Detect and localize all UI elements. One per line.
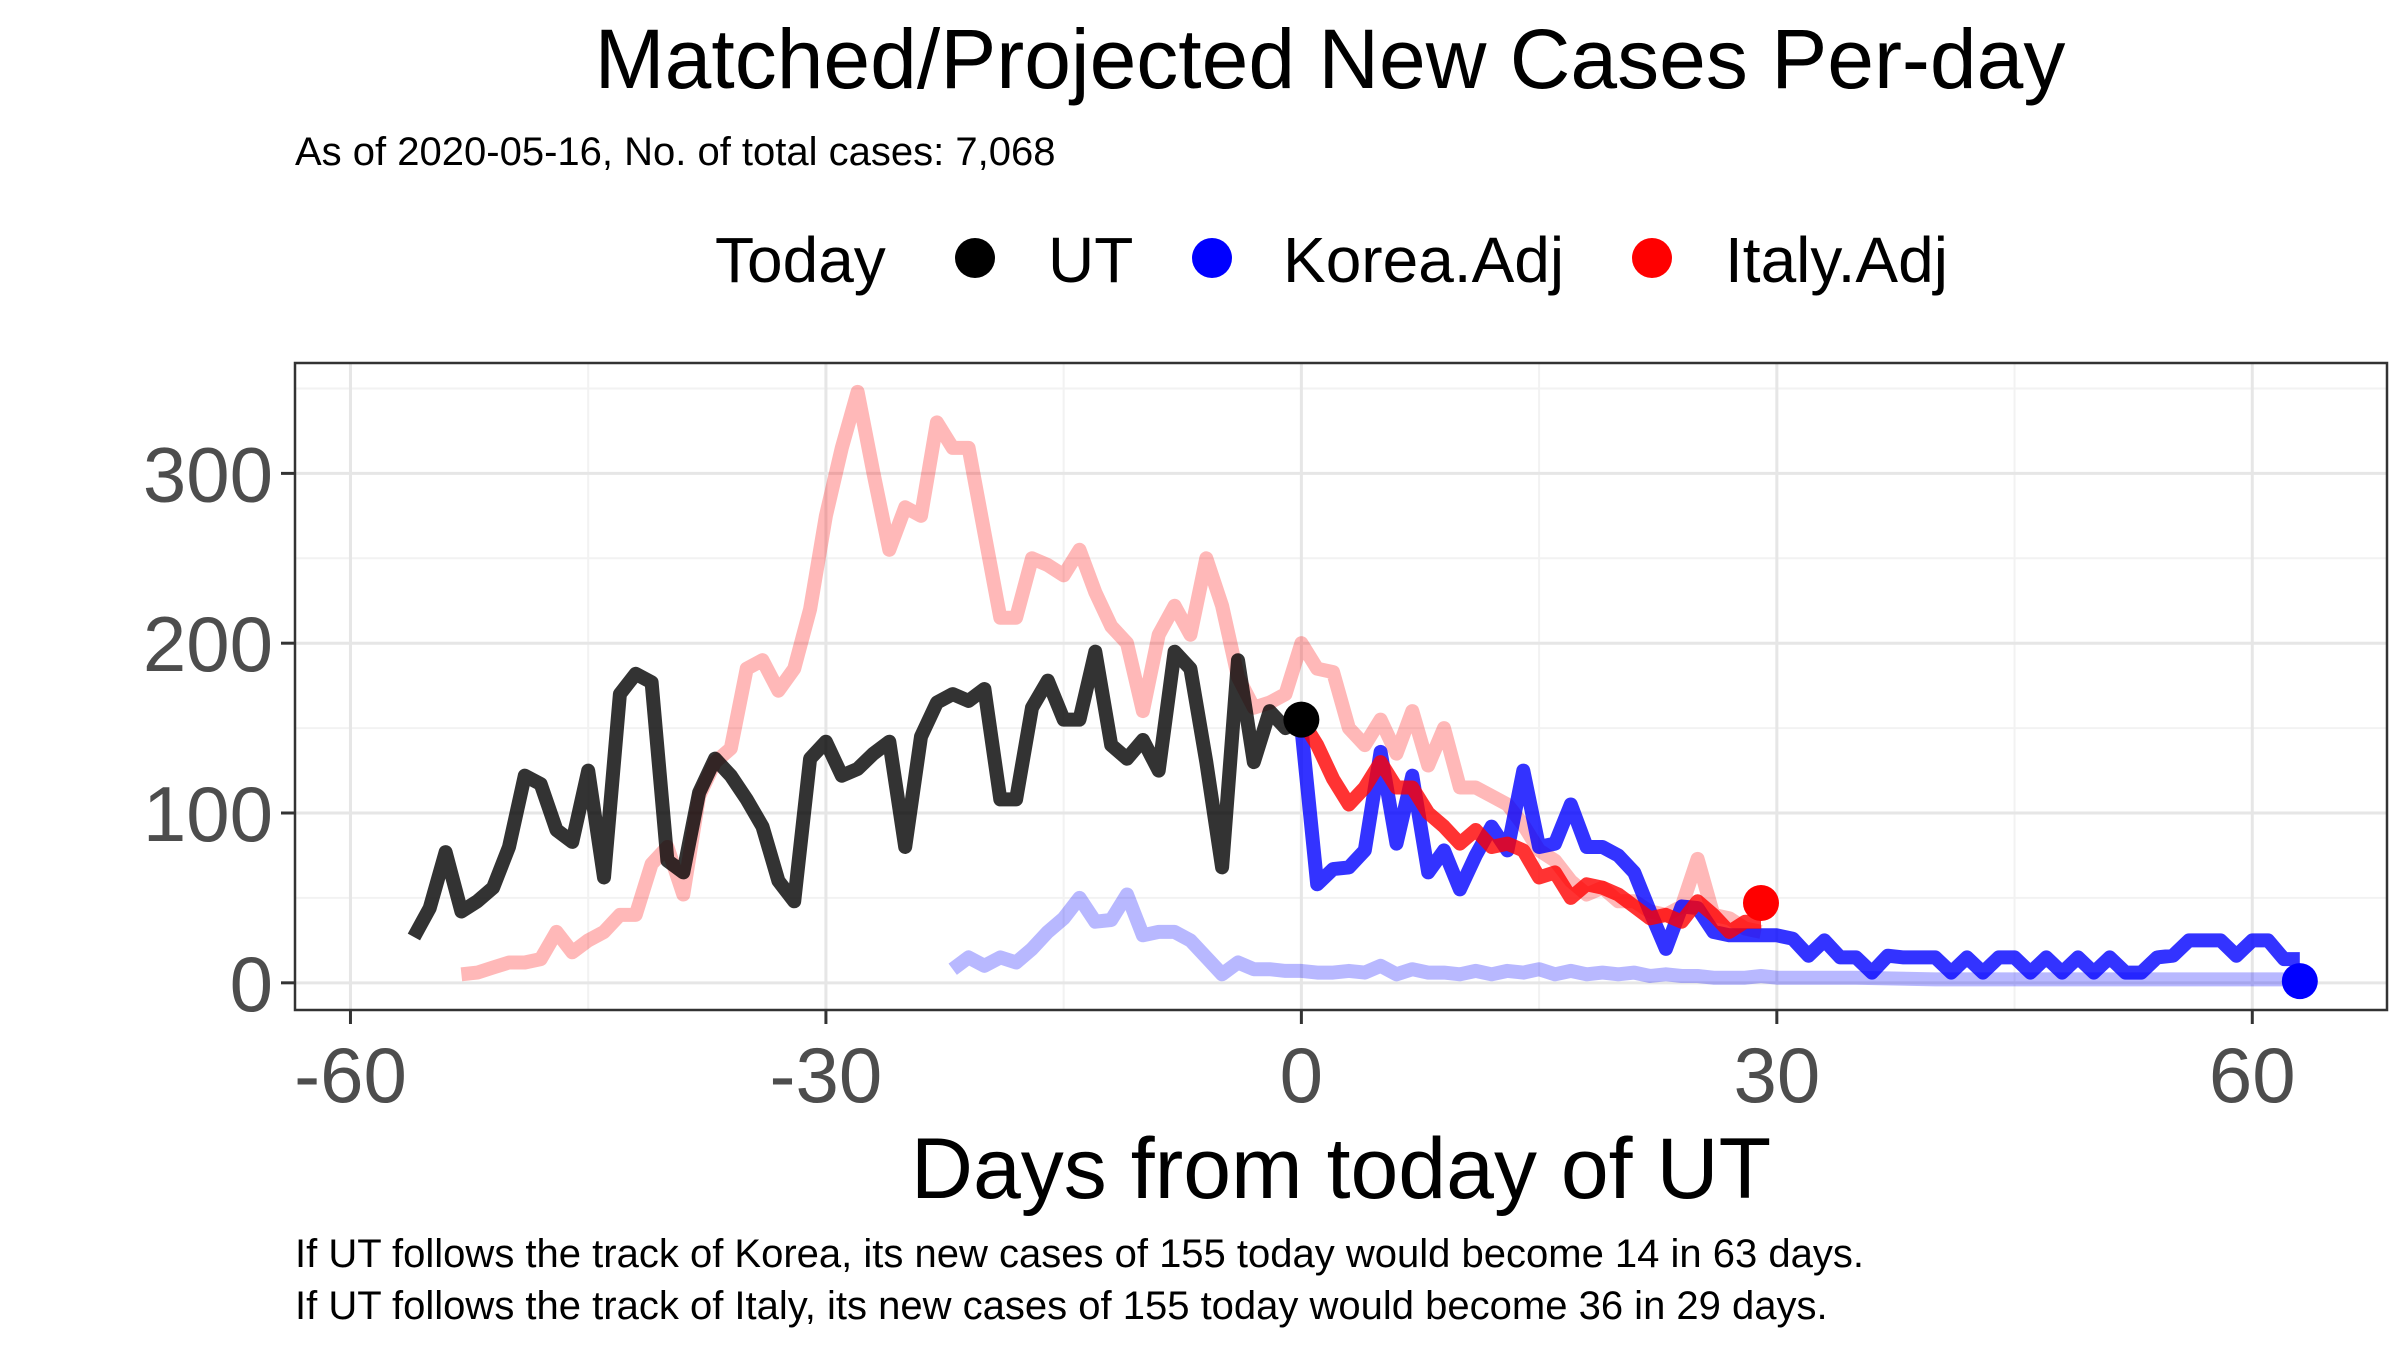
today-point-korea-adj <box>2281 963 2318 1000</box>
series-line-korea-adj-projected <box>1294 727 2300 980</box>
x-tick-label: -60 <box>294 1031 407 1119</box>
caption-italy: If UT follows the track of Italy, its ne… <box>295 1284 1828 1328</box>
caption-korea: If UT follows the track of Korea, its ne… <box>295 1232 1864 1276</box>
chart-subtitle: As of 2020-05-16, No. of total cases: 7,… <box>295 130 1055 174</box>
series-line-italy-adj-projected <box>1295 715 1761 939</box>
series-line-italy-adj-history <box>460 384 1763 982</box>
axes: -60 -30 0 30 60 0 100 200 300 <box>143 430 2296 1119</box>
today-point-italy-adj <box>1742 885 1779 922</box>
plot-panel <box>295 363 2387 1010</box>
legend-label-ut: UT <box>1048 224 1133 296</box>
series-line-ut-observed <box>407 644 1305 941</box>
y-tick-label: 100 <box>143 770 273 858</box>
today-point-ut <box>1283 701 1320 738</box>
series-layer <box>407 384 2300 987</box>
y-tick-label: 0 <box>230 940 273 1028</box>
x-axis-title: Days from today of UT <box>911 1121 1771 1217</box>
series-line-korea-adj-history <box>948 887 2300 987</box>
today-points <box>1283 701 2318 1000</box>
x-tick-label: 30 <box>1733 1031 1820 1119</box>
legend-label-italy: Italy.Adj <box>1725 224 1948 296</box>
plot-border <box>293 361 2389 1012</box>
x-tick-label: -30 <box>770 1031 883 1119</box>
grid <box>295 363 2387 1010</box>
legend: Today UT Korea.Adj Italy.Adj <box>715 224 1948 296</box>
y-tick-label: 200 <box>143 600 273 688</box>
legend-label-korea: Korea.Adj <box>1283 224 1564 296</box>
legend-key-ut <box>955 238 995 278</box>
x-tick-label: 60 <box>2209 1031 2296 1119</box>
chart-title: Matched/Projected New Cases Per-day <box>595 12 2066 106</box>
y-tick-label: 300 <box>143 430 273 518</box>
x-tick-label: 0 <box>1280 1031 1323 1119</box>
legend-key-italy <box>1632 238 1672 278</box>
legend-title: Today <box>715 224 886 296</box>
legend-key-korea <box>1192 238 1232 278</box>
